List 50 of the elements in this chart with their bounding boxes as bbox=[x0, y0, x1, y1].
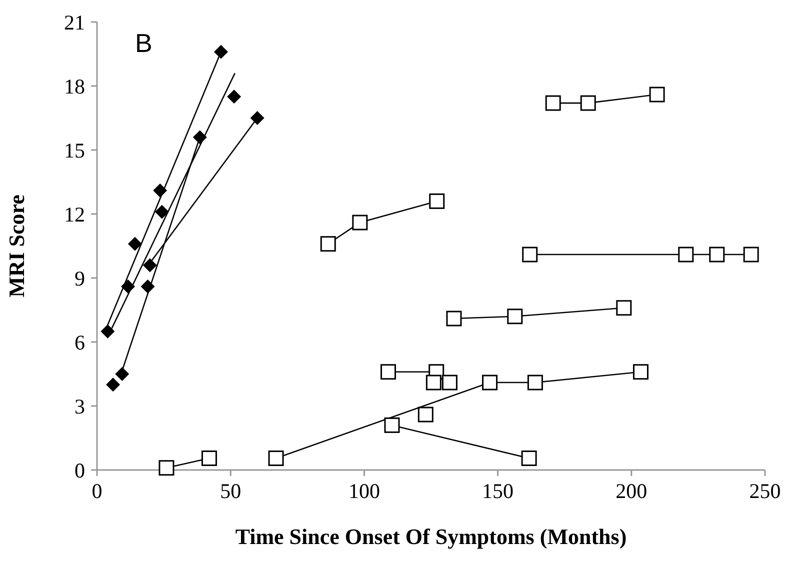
x-tick-label: 150 bbox=[482, 479, 514, 503]
point bbox=[709, 246, 725, 262]
x-axis-title: Time Since Onset Of Symptoms (Months) bbox=[235, 524, 627, 549]
point bbox=[527, 374, 543, 390]
point bbox=[633, 364, 648, 380]
y-tick-label: 3 bbox=[74, 394, 85, 418]
point bbox=[128, 236, 142, 251]
x-tick-label: 250 bbox=[749, 479, 781, 503]
point bbox=[154, 204, 169, 219]
point bbox=[142, 258, 157, 272]
point bbox=[268, 450, 284, 466]
point bbox=[227, 90, 242, 104]
point bbox=[320, 236, 336, 252]
x-tick-label: 200 bbox=[616, 479, 648, 503]
point bbox=[250, 111, 264, 125]
point bbox=[380, 364, 396, 380]
point bbox=[115, 367, 130, 381]
point bbox=[429, 193, 445, 209]
x-tick-label: 50 bbox=[220, 479, 242, 503]
point bbox=[442, 374, 458, 390]
point bbox=[678, 246, 694, 262]
point bbox=[580, 95, 596, 111]
y-tick-label: 0 bbox=[74, 458, 85, 482]
annotation: B bbox=[135, 28, 152, 58]
point bbox=[418, 406, 434, 422]
point bbox=[384, 417, 400, 433]
y-tick-label: 18 bbox=[64, 74, 85, 98]
point bbox=[201, 450, 217, 466]
point bbox=[426, 374, 442, 390]
point bbox=[352, 214, 368, 230]
y-tick-label: 15 bbox=[64, 138, 85, 162]
y-tick-label: 6 bbox=[74, 330, 85, 354]
x-tick-label: 0 bbox=[92, 479, 102, 503]
y-tick-label: 21 bbox=[64, 10, 85, 34]
point bbox=[649, 86, 665, 102]
point bbox=[743, 246, 759, 262]
point bbox=[521, 450, 537, 466]
point bbox=[522, 246, 538, 262]
point bbox=[482, 374, 498, 390]
point bbox=[106, 378, 120, 392]
point bbox=[507, 308, 523, 324]
point bbox=[545, 95, 561, 111]
y-axis-title: MRI Score bbox=[4, 194, 29, 298]
point bbox=[446, 310, 462, 326]
point bbox=[158, 460, 174, 476]
x-tick-label: 100 bbox=[348, 479, 380, 503]
y-tick-label: 9 bbox=[74, 266, 85, 290]
y-tick-label: 12 bbox=[64, 202, 85, 226]
point bbox=[214, 44, 228, 59]
point bbox=[616, 300, 632, 316]
